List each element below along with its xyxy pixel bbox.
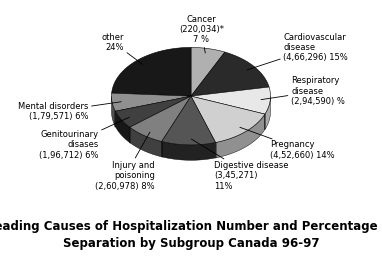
Text: Cardiovascular
disease
(4,66,296) 15%: Cardiovascular disease (4,66,296) 15% [247,33,348,70]
Text: Genitourinary
disases
(1,96,712) 6%: Genitourinary disases (1,96,712) 6% [39,117,129,160]
Text: Leading Causes of Hospitalization Number and Percentage of
Separation by Subgrou: Leading Causes of Hospitalization Number… [0,220,382,250]
Text: other
24%: other 24% [102,33,142,64]
Polygon shape [191,47,225,96]
Polygon shape [115,111,130,143]
Polygon shape [130,127,162,157]
Polygon shape [112,47,191,96]
Text: Injury and
poisoning
(2,60,978) 8%: Injury and poisoning (2,60,978) 8% [96,132,155,191]
Polygon shape [130,96,191,141]
Polygon shape [162,96,215,145]
Text: Pregnancy
(4,52,660) 14%: Pregnancy (4,52,660) 14% [240,127,335,160]
Polygon shape [191,87,270,114]
Text: Digestive disease
(3,45,271)
11%: Digestive disease (3,45,271) 11% [191,139,288,191]
Text: Respiratory
disease
(2,94,590) %: Respiratory disease (2,94,590) % [261,76,345,106]
Polygon shape [115,96,191,127]
Polygon shape [265,97,270,129]
Polygon shape [191,52,269,96]
Polygon shape [191,96,265,143]
Polygon shape [215,114,265,158]
Text: Cancer
(220,034)*
7 %: Cancer (220,034)* 7 % [179,14,224,53]
Polygon shape [112,93,191,111]
Text: Mental disorders
(1,79,571) 6%: Mental disorders (1,79,571) 6% [18,102,121,121]
Polygon shape [112,96,115,127]
Polygon shape [162,141,215,160]
